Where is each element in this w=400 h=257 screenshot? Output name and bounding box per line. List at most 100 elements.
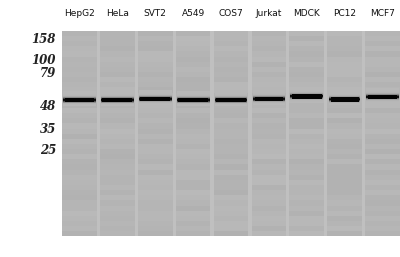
FancyBboxPatch shape	[100, 154, 135, 159]
FancyBboxPatch shape	[101, 101, 134, 102]
FancyBboxPatch shape	[63, 98, 96, 99]
FancyBboxPatch shape	[214, 92, 248, 93]
FancyBboxPatch shape	[102, 98, 132, 102]
FancyBboxPatch shape	[176, 231, 210, 236]
FancyBboxPatch shape	[62, 98, 97, 103]
FancyBboxPatch shape	[365, 57, 400, 62]
FancyBboxPatch shape	[176, 206, 210, 211]
FancyBboxPatch shape	[214, 99, 248, 100]
FancyBboxPatch shape	[214, 108, 248, 113]
FancyBboxPatch shape	[252, 67, 286, 72]
Text: A549: A549	[182, 9, 205, 18]
FancyBboxPatch shape	[100, 195, 135, 200]
FancyBboxPatch shape	[176, 72, 210, 77]
FancyBboxPatch shape	[100, 77, 135, 82]
Text: HepG2: HepG2	[64, 9, 95, 18]
FancyBboxPatch shape	[365, 72, 400, 77]
FancyBboxPatch shape	[214, 105, 248, 106]
FancyBboxPatch shape	[100, 46, 135, 51]
FancyBboxPatch shape	[290, 100, 323, 101]
FancyBboxPatch shape	[139, 90, 172, 91]
FancyBboxPatch shape	[138, 98, 172, 103]
FancyBboxPatch shape	[138, 46, 172, 51]
FancyBboxPatch shape	[290, 93, 324, 98]
FancyBboxPatch shape	[62, 57, 97, 62]
Text: 100: 100	[32, 54, 56, 67]
FancyBboxPatch shape	[101, 103, 134, 104]
FancyBboxPatch shape	[139, 97, 172, 98]
FancyBboxPatch shape	[176, 134, 210, 139]
FancyBboxPatch shape	[290, 108, 324, 113]
FancyBboxPatch shape	[252, 108, 286, 113]
FancyBboxPatch shape	[140, 97, 170, 101]
FancyBboxPatch shape	[366, 97, 399, 98]
FancyBboxPatch shape	[214, 103, 248, 108]
FancyBboxPatch shape	[327, 139, 362, 144]
FancyBboxPatch shape	[62, 221, 97, 226]
FancyBboxPatch shape	[365, 31, 400, 36]
FancyBboxPatch shape	[177, 105, 210, 106]
FancyBboxPatch shape	[252, 139, 286, 144]
FancyBboxPatch shape	[214, 62, 248, 67]
FancyBboxPatch shape	[62, 216, 97, 221]
FancyBboxPatch shape	[329, 95, 360, 96]
FancyBboxPatch shape	[327, 190, 362, 195]
FancyBboxPatch shape	[252, 51, 286, 57]
FancyBboxPatch shape	[327, 200, 362, 206]
FancyBboxPatch shape	[138, 211, 172, 216]
FancyBboxPatch shape	[138, 139, 172, 144]
FancyBboxPatch shape	[290, 88, 323, 89]
FancyBboxPatch shape	[214, 118, 248, 123]
FancyBboxPatch shape	[290, 226, 324, 231]
FancyBboxPatch shape	[327, 134, 362, 139]
FancyBboxPatch shape	[253, 92, 284, 93]
FancyBboxPatch shape	[214, 98, 248, 99]
FancyBboxPatch shape	[176, 113, 210, 118]
FancyBboxPatch shape	[252, 195, 286, 200]
FancyBboxPatch shape	[214, 226, 248, 231]
FancyBboxPatch shape	[366, 98, 399, 99]
FancyBboxPatch shape	[176, 103, 210, 108]
FancyBboxPatch shape	[214, 102, 248, 103]
FancyBboxPatch shape	[100, 87, 135, 93]
FancyBboxPatch shape	[214, 72, 248, 77]
FancyBboxPatch shape	[176, 216, 210, 221]
FancyBboxPatch shape	[290, 94, 323, 95]
FancyBboxPatch shape	[176, 190, 210, 195]
FancyBboxPatch shape	[365, 149, 400, 154]
FancyBboxPatch shape	[329, 91, 360, 92]
FancyBboxPatch shape	[252, 206, 286, 211]
FancyBboxPatch shape	[252, 149, 286, 154]
FancyBboxPatch shape	[290, 98, 323, 99]
FancyBboxPatch shape	[63, 102, 96, 103]
FancyBboxPatch shape	[327, 195, 362, 200]
FancyBboxPatch shape	[100, 170, 135, 175]
FancyBboxPatch shape	[100, 123, 135, 128]
FancyBboxPatch shape	[214, 91, 248, 92]
FancyBboxPatch shape	[290, 67, 324, 72]
FancyBboxPatch shape	[366, 90, 399, 91]
FancyBboxPatch shape	[253, 100, 284, 101]
FancyBboxPatch shape	[366, 89, 399, 90]
FancyBboxPatch shape	[63, 102, 96, 103]
FancyBboxPatch shape	[331, 97, 359, 102]
FancyBboxPatch shape	[253, 90, 284, 91]
FancyBboxPatch shape	[63, 92, 96, 93]
FancyBboxPatch shape	[290, 144, 324, 149]
FancyBboxPatch shape	[101, 102, 134, 103]
FancyBboxPatch shape	[138, 62, 172, 67]
FancyBboxPatch shape	[253, 96, 284, 97]
FancyBboxPatch shape	[138, 180, 172, 185]
FancyBboxPatch shape	[290, 123, 324, 128]
FancyBboxPatch shape	[138, 128, 172, 134]
FancyBboxPatch shape	[290, 103, 324, 108]
FancyBboxPatch shape	[214, 36, 248, 41]
FancyBboxPatch shape	[214, 185, 248, 190]
FancyBboxPatch shape	[214, 101, 248, 102]
FancyBboxPatch shape	[290, 118, 324, 123]
FancyBboxPatch shape	[290, 180, 324, 185]
FancyBboxPatch shape	[139, 100, 172, 101]
FancyBboxPatch shape	[366, 96, 399, 97]
FancyBboxPatch shape	[327, 36, 362, 41]
FancyBboxPatch shape	[327, 144, 362, 149]
